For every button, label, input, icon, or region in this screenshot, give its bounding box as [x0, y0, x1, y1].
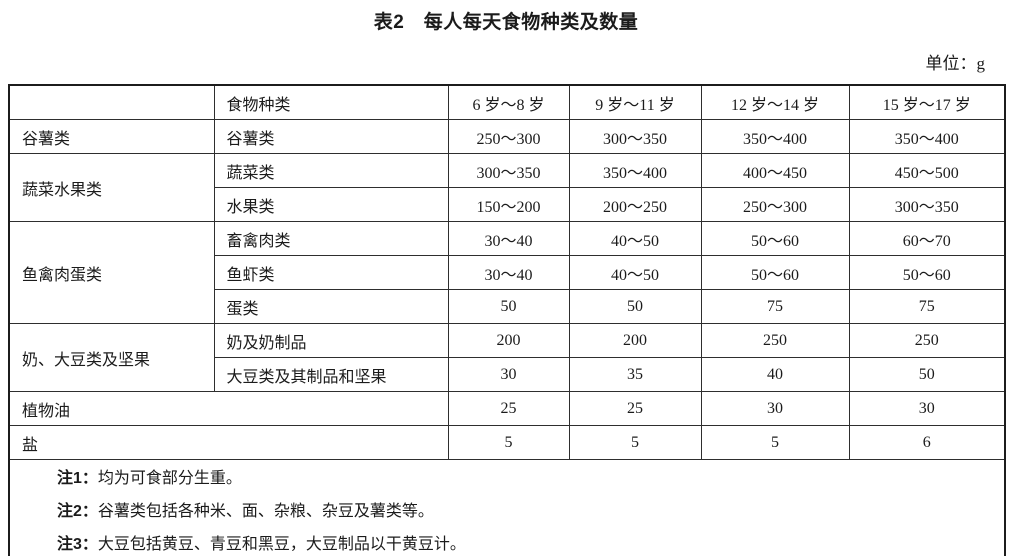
- value-cell: 450～500: [848, 153, 1006, 188]
- value-cell: 40～50: [568, 221, 702, 256]
- food-cell: 大豆类及其制品和坚果: [213, 357, 449, 392]
- value-cell: 30: [848, 391, 1006, 426]
- food-cell: 谷薯类: [213, 119, 449, 154]
- header-age-6-8: 6 岁～8 岁: [447, 84, 570, 120]
- value-cell: 150～200: [447, 187, 570, 222]
- table-row: 鱼虾类 30～40 40～50 50～60 50～60: [9, 255, 1006, 290]
- value-cell: 40～50: [568, 255, 702, 290]
- food-quantity-table: 食物种类 6 岁～8 岁 9 岁～11 岁 12 岁～14 岁 15 岁～17 …: [8, 84, 1006, 556]
- note-1-label: 注1：: [57, 470, 98, 487]
- value-cell: 50: [447, 289, 570, 324]
- value-cell: 200～250: [568, 187, 702, 222]
- value-cell: 250: [848, 323, 1006, 358]
- note-3-label: 注3：: [57, 536, 98, 553]
- value-cell: 300～350: [848, 187, 1006, 222]
- note-2-text: 谷薯类包括各种米、面、杂粮、杂豆及薯类等。: [97, 503, 434, 520]
- value-cell: 25: [568, 391, 702, 426]
- header-food-type: 食物种类: [213, 84, 449, 120]
- value-cell: 50: [568, 289, 702, 324]
- value-cell: 300～350: [568, 119, 702, 154]
- value-cell: 35: [568, 357, 702, 392]
- value-cell: 350～400: [848, 119, 1006, 154]
- note-3: 注3：大豆包括黄豆、青豆和黑豆，大豆制品以干黄豆计。: [57, 528, 996, 556]
- value-cell: 6: [848, 425, 1006, 460]
- value-cell: 50～60: [700, 255, 850, 290]
- value-cell: 40: [700, 357, 850, 392]
- food-cell: 奶及奶制品: [213, 323, 449, 358]
- value-cell: 200: [447, 323, 570, 358]
- food-cell: 蔬菜类: [213, 153, 449, 188]
- value-cell: 5: [447, 425, 570, 460]
- value-cell: 5: [568, 425, 702, 460]
- value-cell: 30: [700, 391, 850, 426]
- note-1-text: 均为可食部分生重。: [97, 470, 242, 487]
- note-2-label: 注2：: [57, 503, 98, 520]
- value-cell: 75: [700, 289, 850, 324]
- value-cell: 75: [848, 289, 1006, 324]
- food-cell: 畜禽肉类: [213, 221, 449, 256]
- value-cell: 30～40: [447, 255, 570, 290]
- value-cell: 250～300: [447, 119, 570, 154]
- group-cell-cereals: 谷薯类: [8, 119, 215, 154]
- value-cell: 300～350: [447, 153, 570, 188]
- value-cell: 250: [700, 323, 850, 358]
- value-cell: 400～450: [700, 153, 850, 188]
- merged-label-cell-salt: 盐: [8, 425, 449, 460]
- table-row: 蔬菜水果类 蔬菜类 300～350 350～400 400～450 450～50…: [8, 153, 1006, 222]
- group-cell-veg-fruit: 蔬菜水果类: [8, 153, 215, 222]
- note-2: 注2：谷薯类包括各种米、面、杂粮、杂豆及薯类等。: [57, 495, 996, 528]
- note-1: 注1：均为可食部分生重。: [57, 462, 996, 495]
- merged-label-cell-oil: 植物油: [8, 391, 449, 426]
- value-cell: 50～60: [700, 221, 850, 256]
- table-row: 奶、大豆类及坚果 奶及奶制品 200 200 250 250: [8, 323, 1006, 392]
- table-row: 盐 5 5 5 6: [8, 425, 1006, 460]
- header-age-9-11: 9 岁～11 岁: [568, 84, 702, 120]
- group-cell-meat-egg: 鱼禽肉蛋类: [8, 221, 215, 324]
- header-age-15-17: 15 岁～17 岁: [848, 84, 1006, 120]
- note-3-text: 大豆包括黄豆、青豆和黑豆，大豆制品以干黄豆计。: [97, 536, 466, 553]
- value-cell: 30: [447, 357, 570, 392]
- value-cell: 200: [568, 323, 702, 358]
- value-cell: 5: [700, 425, 850, 460]
- value-cell: 250～300: [700, 187, 850, 222]
- value-cell: 25: [447, 391, 570, 426]
- food-cell: 鱼虾类: [213, 255, 449, 290]
- food-cell: 水果类: [213, 187, 449, 222]
- unit-label: 单位：g: [925, 54, 986, 73]
- group-cell-dairy-soy-nuts: 奶、大豆类及坚果: [8, 323, 215, 392]
- table-row: 蛋类 50 50 75 75: [9, 289, 1006, 324]
- notes-row: 注1：均为可食部分生重。 注2：谷薯类包括各种米、面、杂粮、杂豆及薯类等。 注3…: [8, 459, 1006, 556]
- notes-cell: 注1：均为可食部分生重。 注2：谷薯类包括各种米、面、杂粮、杂豆及薯类等。 注3…: [8, 459, 1006, 556]
- table-row: 谷薯类 谷薯类 250～300 300～350 350～400 350～400: [8, 119, 1006, 154]
- table-row: 植物油 25 25 30 30: [8, 391, 1006, 426]
- table-row: 大豆类及其制品和坚果 30 35 40 50: [9, 357, 1006, 392]
- table-title: 表2 每人每天食物种类及数量: [373, 12, 639, 33]
- value-cell: 350～400: [568, 153, 702, 188]
- header-age-12-14: 12 岁～14 岁: [700, 84, 850, 120]
- value-cell: 30～40: [447, 221, 570, 256]
- header-row: 食物种类 6 岁～8 岁 9 岁～11 岁 12 岁～14 岁 15 岁～17 …: [8, 84, 1006, 120]
- value-cell: 60～70: [848, 221, 1006, 256]
- food-cell: 蛋类: [213, 289, 449, 324]
- value-cell: 350～400: [700, 119, 850, 154]
- value-cell: 50～60: [848, 255, 1006, 290]
- table-row: 水果类 150～200 200～250 250～300 300～350: [9, 187, 1006, 222]
- header-empty-cell: [8, 84, 215, 120]
- value-cell: 50: [848, 357, 1006, 392]
- table-row: 鱼禽肉蛋类 畜禽肉类 30～40 40～50 50～60 60～70: [8, 221, 1006, 324]
